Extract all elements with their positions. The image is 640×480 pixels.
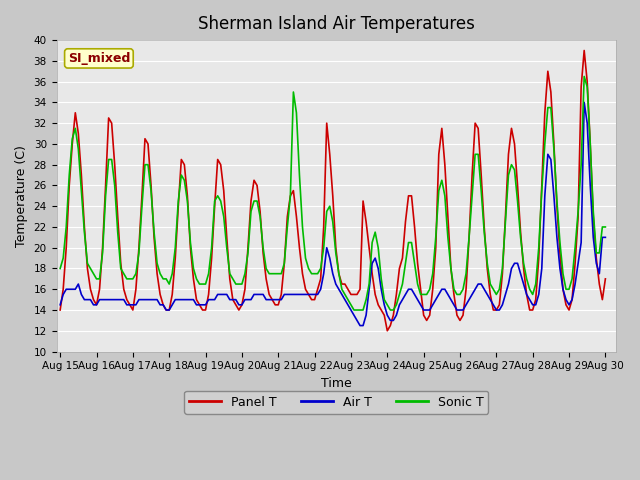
Sonic T	[102, 193, 109, 199]
Line: Air T: Air T	[60, 102, 605, 325]
Air T	[208, 297, 216, 302]
Panel T	[208, 255, 216, 261]
Air T	[320, 271, 328, 276]
Panel T	[317, 276, 324, 282]
Air T	[102, 297, 109, 302]
Panel T	[511, 141, 518, 147]
Panel T	[56, 307, 64, 313]
Sonic T	[138, 204, 146, 209]
Air T	[511, 261, 518, 266]
Air T	[56, 302, 64, 308]
Air T	[138, 297, 146, 302]
X-axis label: Time: Time	[321, 377, 352, 390]
Air T	[317, 287, 324, 292]
Line: Sonic T: Sonic T	[60, 76, 605, 310]
Air T	[356, 323, 364, 328]
Panel T	[383, 328, 391, 334]
Panel T	[602, 276, 609, 282]
Panel T	[102, 182, 109, 188]
Sonic T	[602, 224, 609, 230]
Air T	[580, 99, 588, 105]
Sonic T	[320, 245, 328, 251]
Sonic T	[56, 265, 64, 271]
Line: Panel T: Panel T	[60, 50, 605, 331]
Sonic T	[511, 167, 518, 173]
Title: Sherman Island Air Temperatures: Sherman Island Air Temperatures	[198, 15, 475, 33]
Air T	[602, 234, 609, 240]
Panel T	[580, 48, 588, 53]
Panel T	[138, 193, 146, 199]
Sonic T	[317, 265, 324, 271]
Sonic T	[580, 73, 588, 79]
Panel T	[320, 224, 328, 230]
Sonic T	[208, 245, 216, 251]
Y-axis label: Temperature (C): Temperature (C)	[15, 145, 28, 247]
Text: SI_mixed: SI_mixed	[68, 52, 130, 65]
Legend: Panel T, Air T, Sonic T: Panel T, Air T, Sonic T	[184, 391, 488, 414]
Sonic T	[350, 307, 358, 313]
